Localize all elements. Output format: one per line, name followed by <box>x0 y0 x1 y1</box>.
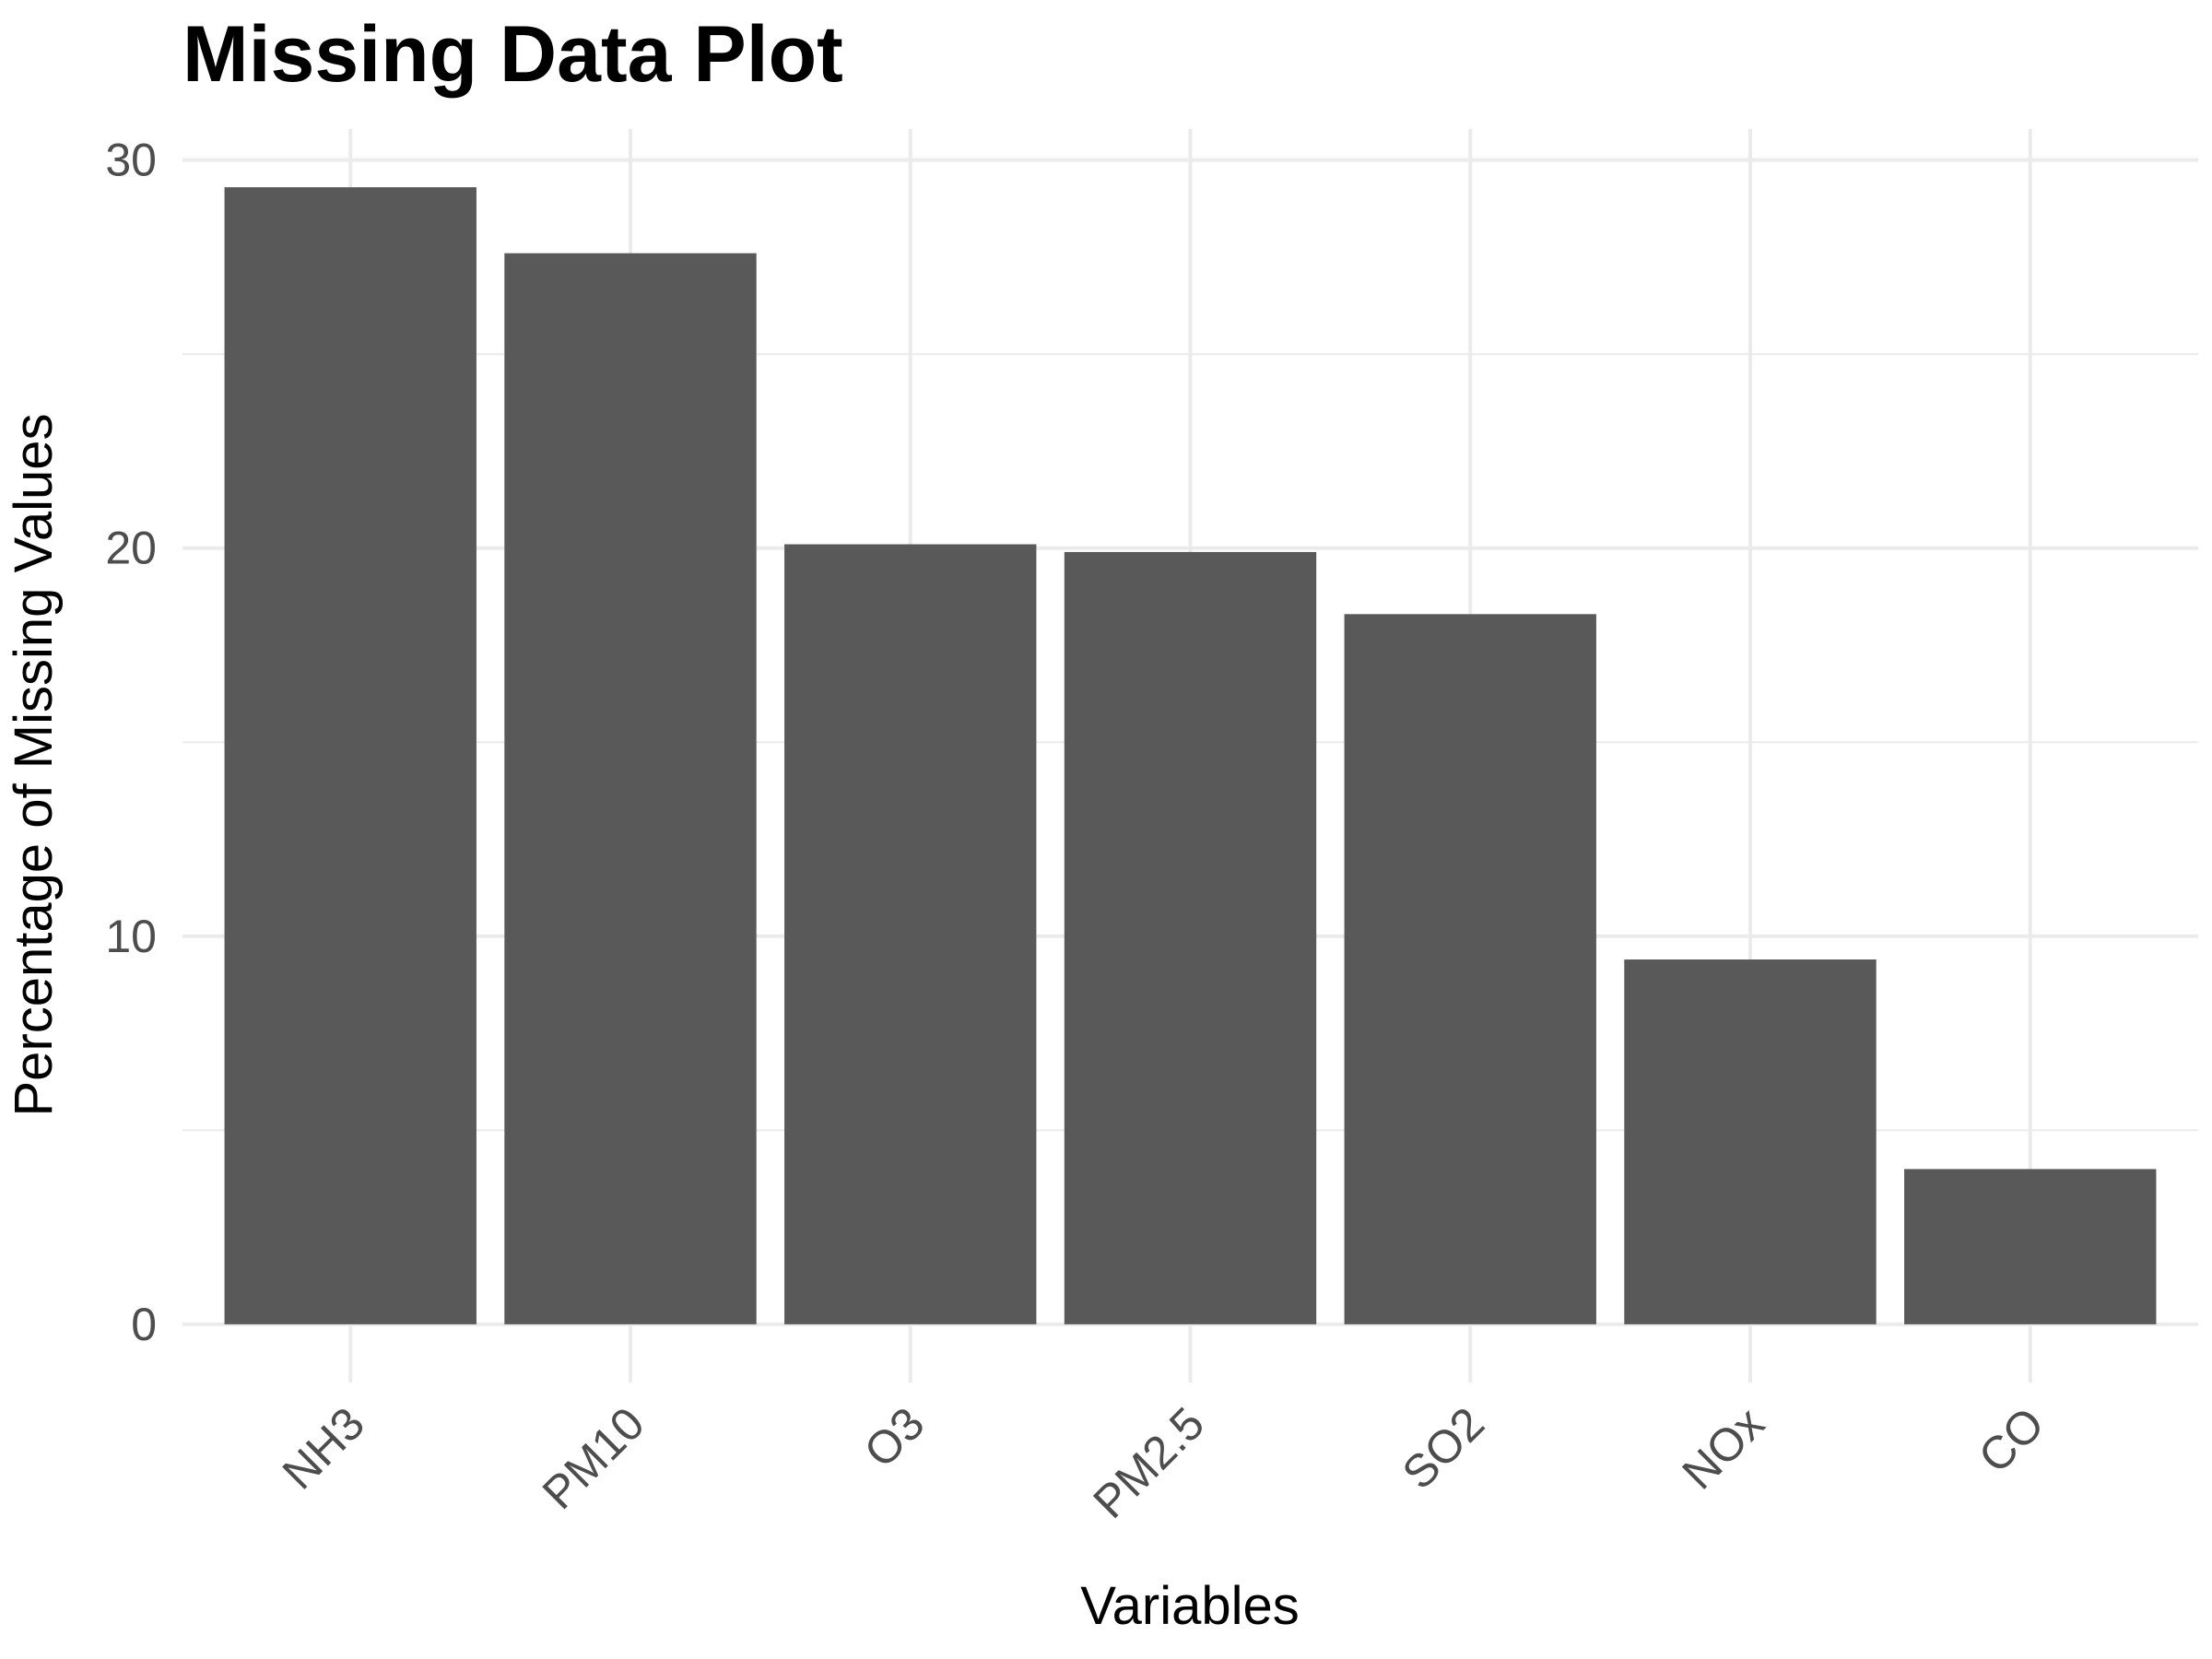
y-axis-title: Percentage of Missing Values <box>4 413 64 1116</box>
bar-nh3 <box>224 187 477 1324</box>
x-tick-label: O3 <box>854 1397 935 1477</box>
bar-pm2-5 <box>1064 551 1317 1324</box>
y-tick-label: 10 <box>105 911 157 962</box>
y-tick-label: 30 <box>105 135 157 186</box>
x-axis-title: Variables <box>1080 1576 1300 1636</box>
y-tick-label: 20 <box>105 523 157 574</box>
bars <box>224 187 2157 1324</box>
x-axis-tick-labels: NH3 PM10 O3 PM2.5 SO2 NOx CO <box>273 1397 2054 1528</box>
bar-pm10 <box>504 253 757 1324</box>
x-tick-label: NH3 <box>273 1397 374 1499</box>
x-tick-label: SO2 <box>1393 1397 1494 1499</box>
bar-co <box>1904 1169 2157 1324</box>
x-tick-label: CO <box>1969 1397 2054 1483</box>
x-tick-label: PM2.5 <box>1083 1397 1214 1528</box>
x-tick-label: NOx <box>1672 1397 1773 1499</box>
y-axis-tick-labels: 0 10 20 30 <box>105 135 157 1350</box>
x-tick-label: PM10 <box>533 1397 654 1519</box>
bar-so2 <box>1344 614 1596 1324</box>
chart-title: Missing Data Plot <box>182 10 843 99</box>
bar-o3 <box>784 544 1037 1324</box>
y-tick-label: 0 <box>131 1299 157 1350</box>
bar-nox <box>1624 959 1877 1324</box>
